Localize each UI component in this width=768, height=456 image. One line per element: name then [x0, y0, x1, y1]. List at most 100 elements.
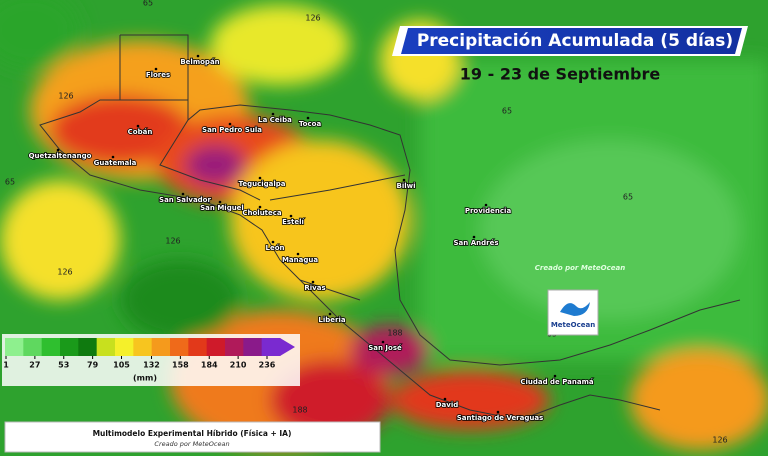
legend-swatch	[151, 338, 171, 356]
city-label: Quetzaltenango	[29, 152, 92, 160]
legend-swatch	[41, 338, 61, 356]
city-dot	[443, 397, 447, 401]
legend-swatch	[115, 338, 134, 356]
logo: MeteOcean	[547, 289, 599, 336]
contour-label: 65	[143, 0, 153, 8]
legend-swatch	[5, 338, 24, 356]
city-dot	[296, 252, 300, 256]
legend-tick-label: 53	[58, 361, 69, 370]
legend-swatch	[188, 338, 208, 356]
city-dot	[289, 214, 293, 218]
city-label: Liberia	[318, 316, 345, 324]
footer: Multimodelo Experimental Híbrido (Física…	[4, 421, 381, 453]
legend-swatch	[206, 338, 226, 356]
city-dot	[154, 67, 158, 71]
city-label: Bilwi	[396, 182, 415, 190]
city-label: La Ceiba	[258, 116, 292, 124]
contour-label: 126	[165, 237, 180, 246]
city-label: Cobán	[128, 128, 153, 136]
contour-label: 126	[58, 92, 73, 101]
city-label: Flores	[146, 71, 170, 79]
city-dot	[402, 178, 406, 182]
borders	[39, 34, 741, 421]
city-label: Managua	[282, 256, 318, 264]
city-dot	[271, 112, 275, 116]
city-label: Estelí	[282, 218, 304, 226]
legend-swatch	[170, 338, 189, 356]
city-label: Santiago de Veraguas	[457, 414, 544, 422]
legend-unit: (mm)	[133, 374, 157, 383]
city-dot	[136, 124, 140, 128]
legend-tick-label: 105	[113, 361, 130, 370]
color-legend: 1 27 53 79 105 132 158 184 210 236 (mm)	[2, 334, 300, 386]
city-dot	[311, 280, 315, 284]
watermark: Creado por MeteOcean	[535, 264, 625, 272]
city-dot	[271, 240, 275, 244]
city-dot	[258, 176, 262, 180]
city-label: Belmopán	[180, 58, 219, 66]
contour-label: 126	[57, 268, 72, 277]
contour-label: 126	[712, 436, 727, 445]
legend-swatch	[133, 338, 153, 356]
city-label: León	[265, 244, 284, 252]
city-label: San Andrés	[454, 239, 499, 247]
city-dot	[328, 312, 332, 316]
place-labels: Flores Belmopán Cobán QuetzaltenangoGuatema…	[28, 54, 595, 423]
city-label: San José	[368, 344, 402, 352]
legend-swatch	[225, 338, 244, 356]
city-dot	[56, 148, 60, 152]
contour-label: 188	[387, 329, 402, 338]
legend-swatch	[60, 338, 79, 356]
legend-swatch	[78, 338, 98, 356]
legend-tick-label: 210	[230, 361, 247, 370]
contour-label: 65	[502, 107, 512, 116]
city-dot	[196, 54, 200, 58]
legend-arrow	[280, 338, 295, 356]
city-dot	[306, 116, 310, 120]
city-label: San Pedro Sula	[202, 126, 262, 134]
legend-swatch	[96, 338, 116, 356]
city-dot	[484, 203, 488, 207]
city-label: Providencia	[465, 207, 512, 215]
contour-label: 126	[305, 14, 320, 23]
title: Precipitación Acumulada (5 días)	[417, 31, 733, 51]
city-label: San Salvador	[159, 196, 211, 204]
city-label: Guatemala	[94, 159, 137, 167]
legend-tick-label: 132	[143, 361, 160, 370]
subtitle: 19 - 23 de Septiembre	[460, 65, 661, 84]
footer-line2: Creado por MeteOcean	[154, 440, 229, 448]
title-banner: Precipitación Acumulada (5 días)	[392, 26, 748, 56]
legend-swatch	[243, 338, 263, 356]
footer-line1: Multimodelo Experimental Híbrido (Física…	[93, 429, 292, 438]
city-dot	[258, 205, 262, 209]
city-dot	[111, 155, 115, 159]
legend-tick-label: 184	[201, 361, 218, 370]
legend-swatch	[23, 338, 43, 356]
city-dot	[381, 340, 385, 344]
city-label: Tocoa	[299, 120, 322, 128]
city-dot	[181, 192, 185, 196]
city-label: Rivas	[304, 284, 325, 292]
city-label: Choluteca	[242, 209, 282, 217]
legend-tick-label: 79	[87, 361, 99, 370]
city-dot	[218, 200, 222, 204]
city-label: David	[436, 401, 459, 409]
legend-tick-label: 158	[172, 361, 189, 370]
city-label: Tegucigalpa	[238, 180, 285, 188]
contour-label: 188	[292, 406, 307, 415]
city-dot	[553, 374, 557, 378]
city-dot	[472, 235, 476, 239]
city-dot	[496, 410, 500, 414]
legend-tick-label: 236	[259, 361, 276, 370]
logo-text: MeteOcean	[551, 321, 595, 329]
legend-tick-label: 1	[3, 361, 9, 370]
legend-tick-label: 27	[29, 361, 40, 370]
city-label: Ciudad de Panamá	[520, 378, 594, 386]
city-label: San Miguel	[200, 204, 244, 212]
contour-label: 65	[5, 178, 15, 187]
contour-label: 65	[623, 193, 633, 202]
city-dot	[228, 122, 232, 126]
legend-swatch	[261, 338, 281, 356]
